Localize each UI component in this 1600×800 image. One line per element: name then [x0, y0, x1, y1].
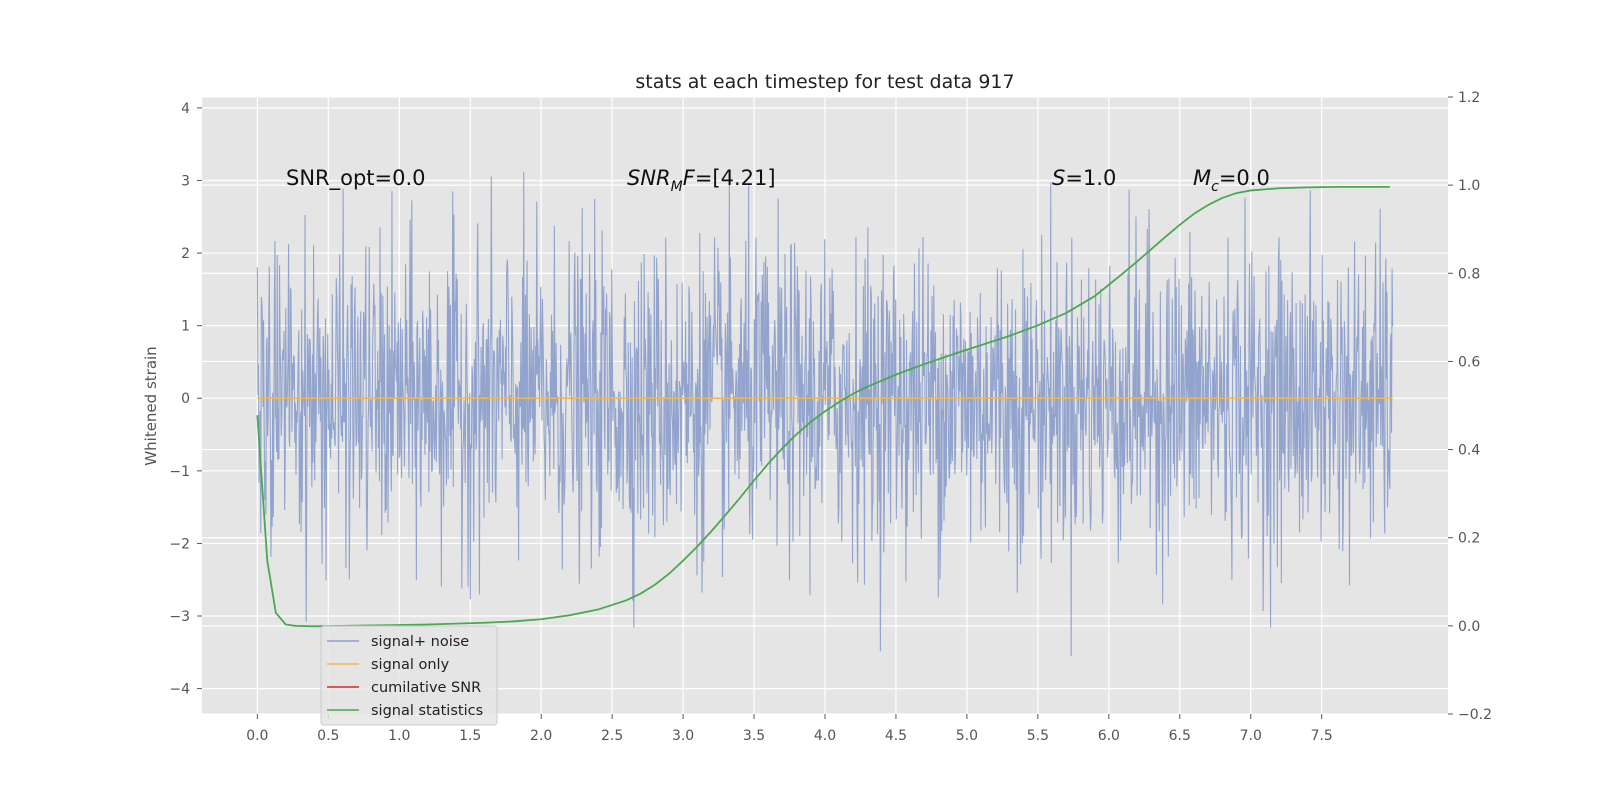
annotation-s: S=1.0: [1052, 166, 1116, 190]
x-tick-label: 7.0: [1240, 728, 1262, 744]
annotation-s-var: S: [1052, 166, 1065, 190]
legend-label-signal-only: signal only: [371, 657, 450, 673]
series-signal-plus-noise: [256, 172, 1394, 657]
x-tick-label: 0.5: [317, 728, 339, 744]
axis-ticks: 0.0 0.5 1.0 1.5 2.0 2.5 3.0 3.5 4.0 4.5 5.0 5.5 6.0 6…: [169, 90, 1492, 744]
y-tick-label: −4: [169, 682, 190, 698]
plot-area: [256, 172, 1394, 657]
x-tick-label: 3.5: [743, 728, 765, 744]
series-lines: [256, 186, 1393, 628]
y-tick-label: −3: [169, 609, 190, 625]
x-tick-label: 7.5: [1311, 728, 1333, 744]
legend-label-signal-statistics: signal statistics: [371, 703, 483, 719]
series-line-signal-plus-noise: [256, 172, 1394, 657]
annotation-mc-value: =0.0: [1219, 166, 1270, 190]
annotation-snr-mf-var: F: [683, 166, 696, 190]
y-right-tick-label: 1.0: [1458, 178, 1480, 194]
y-tick-label: −2: [169, 536, 190, 552]
y-right-tick-label: 0.2: [1458, 531, 1480, 547]
x-tick-label: 5.5: [1027, 728, 1049, 744]
annotation-snr-mf-value: =[4.21]: [695, 166, 776, 190]
x-tick-label: 3.0: [672, 728, 694, 744]
x-tick-label: 1.5: [459, 728, 481, 744]
annotation-snr-mf: SNRMF=[4.21]: [627, 166, 776, 195]
y-tick-label: 0: [181, 391, 190, 407]
annotation-snr-mf-main: SNR: [627, 166, 671, 190]
y-axis-label: Whitened strain: [142, 346, 160, 465]
annotation-mc: Mc=0.0: [1193, 166, 1270, 195]
y-tick-label: 2: [181, 246, 190, 262]
y-tick-label: 3: [181, 173, 190, 189]
y-right-tick-label: 0.6: [1458, 354, 1480, 370]
x-tick-label: 2.0: [530, 728, 552, 744]
annotation-snr-mf-sub: M: [671, 179, 683, 195]
annotation-s-value: =1.0: [1065, 166, 1116, 190]
x-tick-label: 0.0: [246, 728, 268, 744]
annotation-mc-var: M: [1193, 166, 1211, 190]
legend-label-cumilative-snr: cumilative SNR: [371, 680, 481, 696]
chart-title: stats at each timestep for test data 917: [635, 71, 1014, 93]
x-tick-label: 4.5: [885, 728, 907, 744]
y-right-tick-label: 0.0: [1458, 619, 1480, 635]
annotation-snr-opt: SNR_opt=0.0: [286, 166, 426, 191]
y-tick-label: 4: [181, 101, 190, 117]
legend-label-signal-plus-noise: signal+ noise: [371, 634, 469, 650]
y-right-tick-label: 0.8: [1458, 266, 1480, 282]
annotation-mc-sub: c: [1211, 179, 1219, 195]
x-tick-label: 4.0: [814, 728, 836, 744]
y-right-tick-label: 1.2: [1458, 90, 1480, 106]
x-tick-label: 1.0: [388, 728, 410, 744]
legend: signal+ noise signal only cumilative SNR…: [320, 625, 498, 726]
x-tick-label: 2.5: [601, 728, 623, 744]
x-tick-label: 6.5: [1169, 728, 1191, 744]
legend-box: [320, 625, 498, 726]
x-tick-label: 5.0: [956, 728, 978, 744]
y-right-tick-label: 0.4: [1458, 443, 1480, 459]
y-tick-label: −1: [169, 464, 190, 480]
y-tick-label: 1: [181, 319, 190, 335]
y-right-tick-label: −0.2: [1458, 707, 1492, 723]
series-line-signal-statistics: [256, 186, 1390, 628]
x-tick-label: 6.0: [1098, 728, 1120, 744]
